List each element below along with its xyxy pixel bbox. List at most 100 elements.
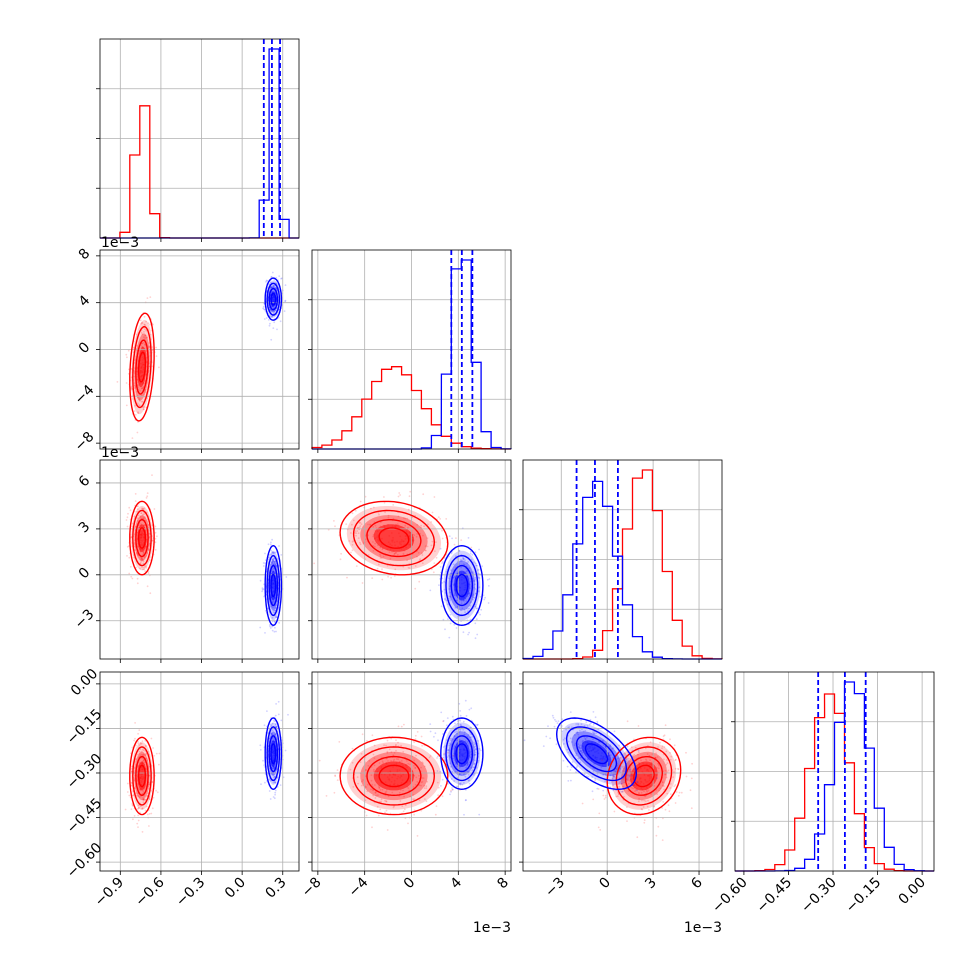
sample-point <box>613 810 616 813</box>
sample-point <box>142 551 145 553</box>
sample-point <box>433 562 436 564</box>
sample-point <box>625 758 627 761</box>
sample-point <box>475 748 477 750</box>
sample-point <box>139 352 142 354</box>
sample-point <box>394 774 397 777</box>
sample-point <box>145 373 147 376</box>
sample-point <box>577 723 580 726</box>
sample-point <box>622 785 625 788</box>
sample-point <box>272 764 275 767</box>
sample-point <box>472 598 474 601</box>
sample-point <box>645 790 648 792</box>
sample-point <box>392 504 395 506</box>
sample-point <box>400 782 403 784</box>
sample-point <box>584 737 587 740</box>
sample-point <box>566 748 569 751</box>
sample-point <box>142 778 145 780</box>
sample-point <box>357 532 360 535</box>
sample-point <box>136 577 139 580</box>
sample-point <box>414 734 417 737</box>
sample-point <box>138 744 141 747</box>
sample-point <box>469 577 472 580</box>
sample-point <box>270 553 273 556</box>
sample-point <box>143 524 146 527</box>
sample-point <box>467 537 470 539</box>
sample-point <box>142 801 145 804</box>
sample-point <box>388 779 391 782</box>
sample-point <box>141 346 144 349</box>
sample-point <box>130 387 133 390</box>
sample-point <box>269 315 272 318</box>
sample-point <box>140 781 143 784</box>
sample-point <box>145 320 148 323</box>
sample-point <box>271 751 274 753</box>
sample-point <box>283 310 286 312</box>
sample-point <box>633 768 636 770</box>
sample-point <box>384 791 387 794</box>
sample-point <box>385 800 388 803</box>
sample-point <box>276 328 278 331</box>
sample-point <box>131 437 134 439</box>
sample-point <box>270 732 273 735</box>
sample-point <box>270 549 273 552</box>
sample-point <box>259 749 262 751</box>
sample-point <box>450 765 452 768</box>
sample-point <box>646 753 649 755</box>
sample-point <box>586 775 588 778</box>
sample-point <box>454 590 457 592</box>
sample-point <box>471 553 474 556</box>
sample-point <box>475 618 478 621</box>
sample-point <box>437 755 439 758</box>
sample-point <box>463 608 466 611</box>
sample-point <box>271 584 274 586</box>
sample-point <box>456 574 459 577</box>
sample-point <box>487 602 490 604</box>
sample-point <box>285 576 288 578</box>
sample-point <box>610 781 613 783</box>
sample-point <box>461 754 464 757</box>
sample-point <box>409 490 412 493</box>
contour-red <box>378 764 410 788</box>
sample-point <box>406 760 408 762</box>
x-tick-label: −0.9 <box>92 875 127 910</box>
sample-point <box>622 770 624 772</box>
density-level-red <box>346 506 442 571</box>
sample-point <box>351 523 353 526</box>
sample-point <box>648 775 651 778</box>
sample-point <box>486 578 489 581</box>
sample-point <box>372 789 374 792</box>
sample-point <box>269 733 272 735</box>
sample-point <box>408 567 411 569</box>
sample-point <box>596 756 599 759</box>
sample-point <box>401 762 403 765</box>
sample-point <box>423 765 426 768</box>
sample-point <box>352 786 355 788</box>
sample-point <box>575 752 578 755</box>
sample-point <box>664 808 667 811</box>
sample-point <box>136 822 139 825</box>
sample-point <box>633 753 636 756</box>
sample-point <box>158 366 160 369</box>
sample-point <box>582 749 585 752</box>
sample-point <box>136 779 139 782</box>
sample-point <box>136 531 139 534</box>
sample-point <box>413 798 416 801</box>
sample-point <box>463 577 465 579</box>
sample-point <box>271 551 274 554</box>
sample-point <box>271 751 274 754</box>
sample-point <box>141 342 143 345</box>
sample-point <box>609 745 612 748</box>
sample-point <box>396 770 399 773</box>
sample-point <box>656 793 658 796</box>
sample-point <box>461 576 463 579</box>
sample-point <box>461 783 464 786</box>
sample-point <box>266 710 268 712</box>
sample-point <box>461 753 463 755</box>
contour-blue <box>584 743 609 765</box>
sample-point <box>584 741 587 743</box>
sample-point <box>460 578 463 581</box>
sample-point <box>466 576 469 578</box>
sample-point <box>381 537 383 540</box>
sample-point <box>402 540 405 543</box>
sample-point <box>592 711 595 713</box>
